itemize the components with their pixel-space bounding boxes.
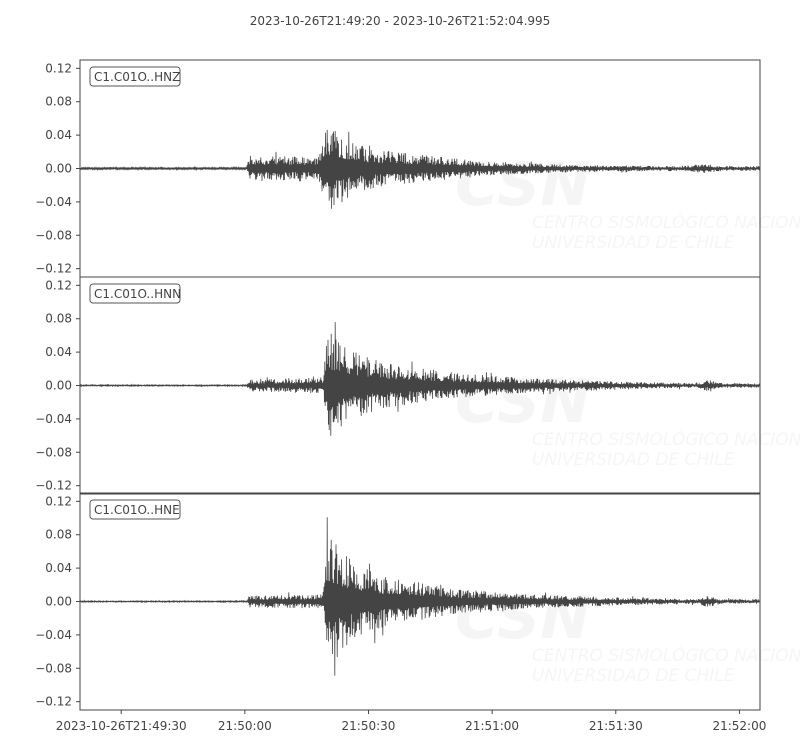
waveform-line xyxy=(79,517,761,676)
y-tick-label: −0.04 xyxy=(35,412,72,426)
x-tick-label: 21:50:00 xyxy=(218,719,272,733)
x-tick-label: 21:50:30 xyxy=(342,719,396,733)
y-tick-label: 0.04 xyxy=(45,561,72,575)
y-tick-label: 0.12 xyxy=(45,494,72,508)
trace-panel-0: CSNCENTRO SISMOLÓGICO NACIONALUNIVERSIDA… xyxy=(35,59,761,278)
y-tick-label: 0.04 xyxy=(45,128,72,142)
y-tick-label: 0.08 xyxy=(45,528,72,542)
y-tick-label: 0.00 xyxy=(45,595,72,609)
y-tick-label: 0.08 xyxy=(45,312,72,326)
y-tick-label: −0.04 xyxy=(35,628,72,642)
y-tick-label: 0.12 xyxy=(45,278,72,292)
trace-label-box: C1.C01O..HNN xyxy=(89,283,181,304)
trace-label: C1.C01O..HNN xyxy=(94,287,181,301)
y-tick-label: 0.00 xyxy=(45,379,72,393)
trace-label-border xyxy=(89,283,181,304)
watermark-logo-text: CSN xyxy=(455,583,590,653)
trace-label-border xyxy=(89,66,181,87)
watermark-line2: UNIVERSIDAD DE CHILE xyxy=(532,233,735,253)
chart-title: 2023-10-26T21:49:20 - 2023-10-26T21:52:0… xyxy=(250,14,551,28)
y-tick-label: −0.08 xyxy=(35,228,72,242)
y-tick-label: −0.04 xyxy=(35,195,72,209)
trace-panel-2: CSNCENTRO SISMOLÓGICO NACIONALUNIVERSIDA… xyxy=(35,492,761,714)
y-tick-label: −0.08 xyxy=(35,661,72,675)
x-tick-label: 21:51:00 xyxy=(465,719,519,733)
watermark-logo-text: CSN xyxy=(455,150,590,220)
x-tick-label: 2023-10-26T21:49:30 xyxy=(56,719,187,733)
y-tick-label: 0.04 xyxy=(45,345,72,359)
trace-label-box: C1.C01O..HNZ xyxy=(89,66,181,87)
trace-label: C1.C01O..HNZ xyxy=(94,70,180,84)
y-tick-label: −0.12 xyxy=(35,695,72,709)
y-tick-label: −0.12 xyxy=(35,479,72,493)
trace-label-border xyxy=(89,499,181,520)
y-tick-label: 0.00 xyxy=(45,162,72,176)
trace-panel-1: CSNCENTRO SISMOLÓGICO NACIONALUNIVERSIDA… xyxy=(35,276,761,495)
y-tick-label: 0.08 xyxy=(45,95,72,109)
trace-label: C1.C01O..HNE xyxy=(94,503,180,517)
watermark-line2: UNIVERSIDAD DE CHILE xyxy=(532,450,735,470)
x-tick-label: 21:52:00 xyxy=(712,719,766,733)
waveform-line xyxy=(79,129,761,209)
x-tick-label: 21:51:30 xyxy=(589,719,643,733)
trace-label-box: C1.C01O..HNE xyxy=(89,499,181,520)
waveform-line xyxy=(79,322,761,436)
y-tick-label: −0.08 xyxy=(35,445,72,459)
y-tick-label: 0.12 xyxy=(45,61,72,75)
watermark-line2: UNIVERSIDAD DE CHILE xyxy=(532,666,735,686)
y-tick-label: −0.12 xyxy=(35,262,72,276)
